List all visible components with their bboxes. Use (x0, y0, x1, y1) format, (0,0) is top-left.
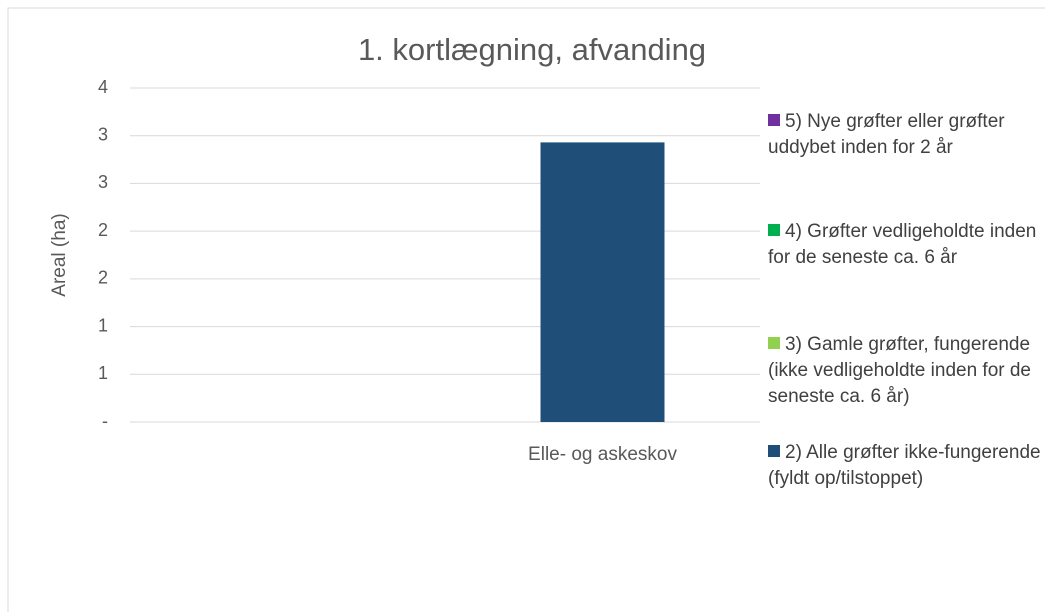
legend-swatch (768, 224, 780, 236)
legend-swatch (768, 114, 780, 126)
y-tick-label: 3 (98, 172, 108, 192)
legend-item: 4) Grøfter vedligeholdte inden for de se… (768, 219, 1043, 271)
legend-label: 5) Nye grøfter eller grøfter uddybet ind… (768, 111, 1005, 158)
legend-swatch (768, 337, 780, 349)
legend-item: 3) Gamle grøfter, fungerende (ikke vedli… (768, 332, 1043, 410)
chart-title: 1. kortlægning, afvanding (358, 32, 706, 67)
y-tick-label: 4 (98, 77, 108, 97)
legend-item: 5) Nye grøfter eller grøfter uddybet ind… (768, 109, 1043, 161)
y-tick-label: 3 (98, 124, 108, 144)
y-axis-label: Areal (ha) (49, 213, 70, 296)
y-tick-label: 2 (98, 220, 108, 240)
bar (540, 142, 665, 422)
y-tick-label: 1 (98, 315, 108, 335)
x-tick-label: Elle- og askeskov (528, 444, 677, 465)
y-tick-label: 2 (98, 268, 108, 288)
chart-border (7, 7, 1045, 612)
legend-item: 2) Alle grøfter ikke-fungerende (fyldt o… (768, 440, 1043, 492)
y-tick-label: - (102, 411, 108, 431)
legend-label: 3) Gamle grøfter, fungerende (ikke vedli… (768, 334, 1032, 407)
legend-label: 4) Grøfter vedligeholdte inden for de se… (768, 221, 1037, 268)
legend-label: 2) Alle grøfter ikke-fungerende (fyldt o… (768, 442, 1041, 489)
legend-swatch (768, 445, 780, 457)
y-tick-label: 1 (98, 363, 108, 383)
